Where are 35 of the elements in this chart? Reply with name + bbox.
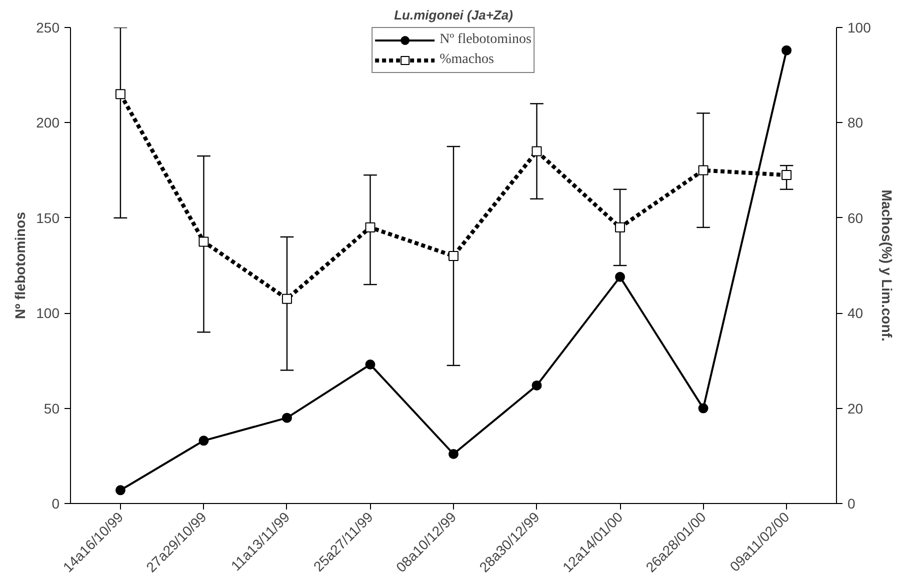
y-tick-label: 0 [52,496,60,512]
y-tick-label: 100 [36,305,60,322]
y-axis-title: Nº flebotominos [12,212,28,319]
y2-tick-label: 80 [848,114,864,131]
point [198,236,209,247]
point [532,380,542,390]
point [782,170,792,180]
y-tick-label: 200 [36,114,60,131]
y2-tick-label: 60 [848,210,864,226]
point [698,403,708,414]
point [615,222,626,232]
point [115,485,126,496]
chart-title: Lu.migonei (Ja+Za) [394,8,513,22]
point [282,412,292,423]
point [365,222,376,232]
y-tick-label: 50 [44,400,60,416]
y2-tick-label: 40 [848,305,864,322]
y2-tick-label: 0 [848,496,856,512]
point [115,89,126,100]
legend-label: %machos [440,52,494,68]
y2-axis-title: Machos(%) y Lim.conf. [878,190,895,342]
point [782,45,792,56]
point [365,360,376,370]
point [198,436,209,446]
point [282,294,292,304]
point [448,449,458,459]
point [615,272,626,282]
y-tick-label: 250 [36,20,60,36]
point [698,165,708,176]
y2-tick-label: 100 [848,20,872,36]
legend-label: Nº flebotominos [440,32,532,48]
y2-tick-label: 20 [848,400,864,416]
point [532,146,542,156]
point [448,250,458,261]
y-tick-label: 150 [36,210,60,226]
